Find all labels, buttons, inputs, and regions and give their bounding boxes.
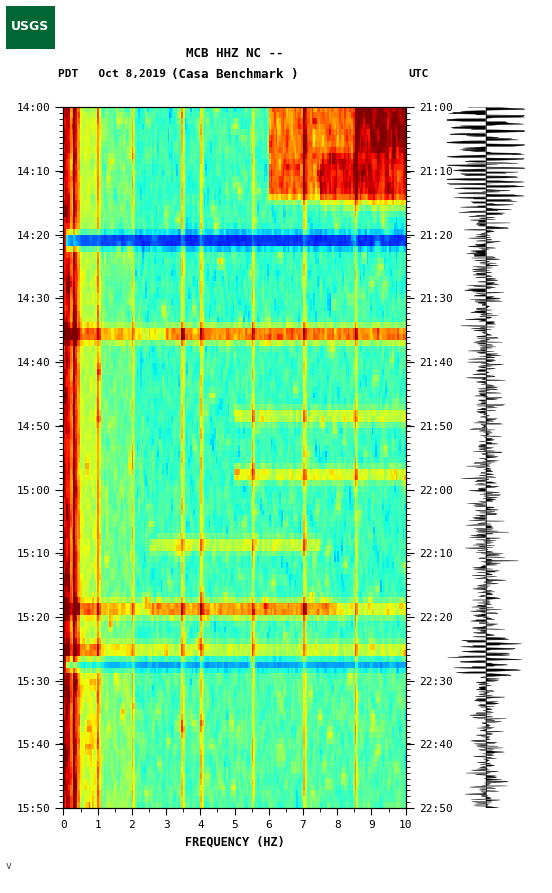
Text: v: v [6, 861, 12, 871]
Text: UTC: UTC [408, 69, 429, 79]
Text: USGS: USGS [11, 21, 50, 33]
X-axis label: FREQUENCY (HZ): FREQUENCY (HZ) [185, 836, 284, 848]
Text: PDT   Oct 8,2019: PDT Oct 8,2019 [58, 69, 166, 79]
Text: (Casa Benchmark ): (Casa Benchmark ) [171, 68, 298, 80]
Text: MCB HHZ NC --: MCB HHZ NC -- [186, 47, 283, 60]
